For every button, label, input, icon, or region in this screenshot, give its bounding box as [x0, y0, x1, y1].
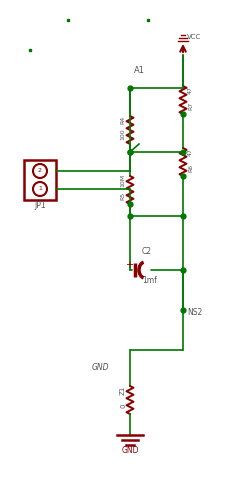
Text: VCC: VCC — [187, 34, 201, 40]
Text: 1mf: 1mf — [142, 276, 157, 285]
Text: +: + — [125, 260, 133, 270]
Text: R6: R6 — [188, 164, 193, 172]
Text: Z1: Z1 — [120, 385, 126, 395]
Text: 47: 47 — [188, 148, 193, 156]
Text: NS2: NS2 — [187, 308, 202, 317]
Text: 100: 100 — [120, 128, 125, 140]
Bar — [24, 160, 56, 200]
Text: JP1: JP1 — [34, 201, 46, 210]
Text: C2: C2 — [142, 247, 152, 256]
Text: R5: R5 — [120, 192, 125, 200]
Text: R4: R4 — [120, 116, 125, 124]
Text: A1: A1 — [134, 66, 145, 75]
Text: 47: 47 — [188, 86, 193, 94]
Text: 1: 1 — [38, 186, 42, 191]
Text: 0: 0 — [120, 404, 126, 408]
Text: GND: GND — [91, 363, 109, 372]
Text: GND: GND — [121, 446, 139, 455]
Text: 10M: 10M — [120, 173, 125, 186]
Text: R7: R7 — [188, 102, 193, 110]
Text: 2: 2 — [38, 169, 42, 173]
